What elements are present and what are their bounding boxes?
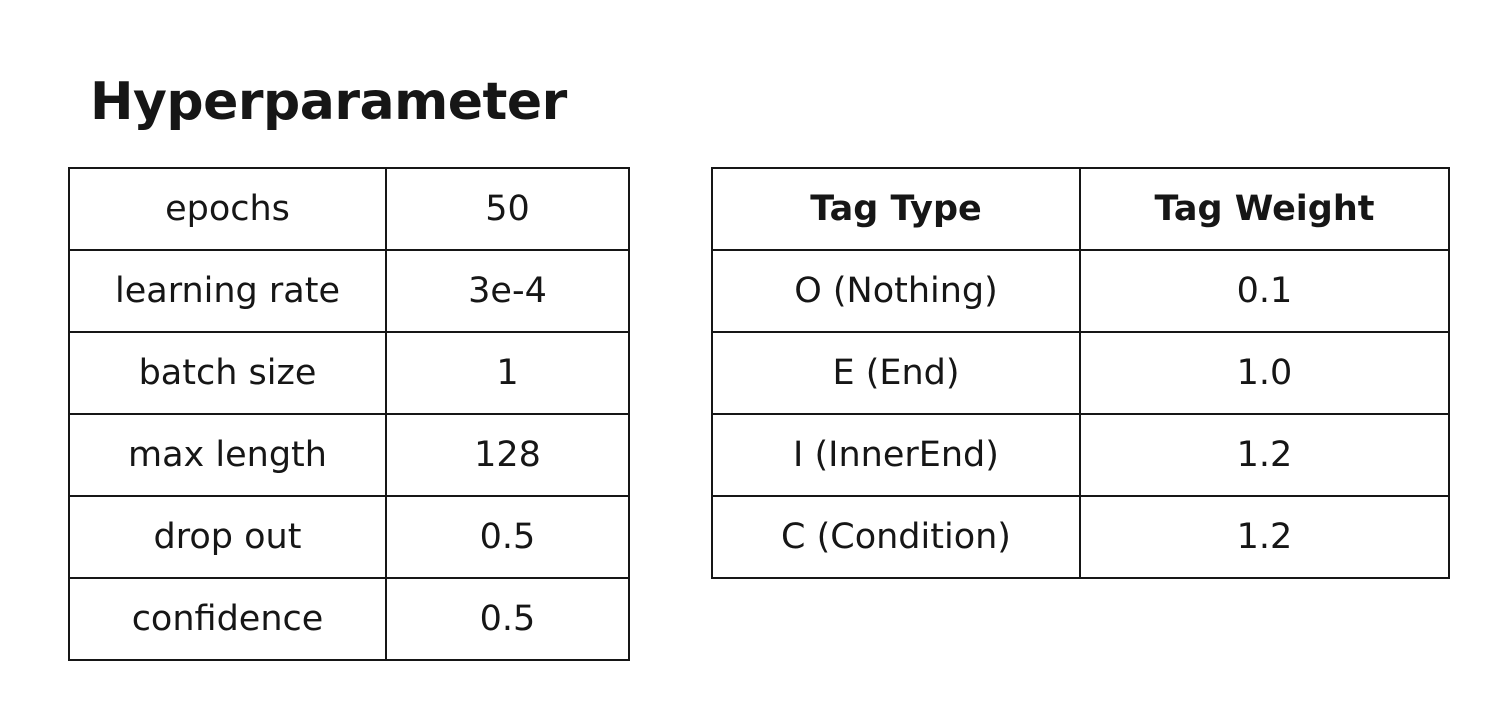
hyperparameter-value: 3e-4 bbox=[385, 249, 630, 333]
page-title: Hyperparameter bbox=[90, 72, 567, 132]
tag-type-cell: C (Condition) bbox=[711, 495, 1081, 579]
table-row: confidence 0.5 bbox=[68, 577, 630, 661]
table-header-row: Tag Type Tag Weight bbox=[711, 167, 1450, 251]
table-row: drop out 0.5 bbox=[68, 495, 630, 579]
tag-weight-cell: 1.2 bbox=[1079, 495, 1450, 579]
hyperparameter-name: epochs bbox=[68, 167, 387, 251]
tag-type-cell: I (InnerEnd) bbox=[711, 413, 1081, 497]
table-row: O (Nothing) 0.1 bbox=[711, 249, 1450, 333]
tag-weight-cell: 1.2 bbox=[1079, 413, 1450, 497]
tag-weight-table: Tag Type Tag Weight O (Nothing) 0.1 E (E… bbox=[711, 167, 1450, 579]
column-header-tag-weight: Tag Weight bbox=[1079, 167, 1450, 251]
hyperparameter-name: batch size bbox=[68, 331, 387, 415]
tag-weight-cell: 1.0 bbox=[1079, 331, 1450, 415]
column-header-tag-type: Tag Type bbox=[711, 167, 1081, 251]
hyperparameter-name: max length bbox=[68, 413, 387, 497]
hyperparameter-name: learning rate bbox=[68, 249, 387, 333]
table-row: max length 128 bbox=[68, 413, 630, 497]
table-row: I (InnerEnd) 1.2 bbox=[711, 413, 1450, 497]
hyperparameter-name: drop out bbox=[68, 495, 387, 579]
tag-type-cell: O (Nothing) bbox=[711, 249, 1081, 333]
hyperparameter-name: confidence bbox=[68, 577, 387, 661]
hyperparameter-value: 128 bbox=[385, 413, 630, 497]
hyperparameter-value: 50 bbox=[385, 167, 630, 251]
hyperparameter-value: 1 bbox=[385, 331, 630, 415]
tag-weight-cell: 0.1 bbox=[1079, 249, 1450, 333]
table-row: C (Condition) 1.2 bbox=[711, 495, 1450, 579]
table-row: batch size 1 bbox=[68, 331, 630, 415]
hyperparameter-value: 0.5 bbox=[385, 495, 630, 579]
table-row: epochs 50 bbox=[68, 167, 630, 251]
hyperparameter-value: 0.5 bbox=[385, 577, 630, 661]
tag-type-cell: E (End) bbox=[711, 331, 1081, 415]
table-row: learning rate 3e-4 bbox=[68, 249, 630, 333]
hyperparameter-table: epochs 50 learning rate 3e-4 batch size … bbox=[68, 167, 630, 661]
table-row: E (End) 1.0 bbox=[711, 331, 1450, 415]
